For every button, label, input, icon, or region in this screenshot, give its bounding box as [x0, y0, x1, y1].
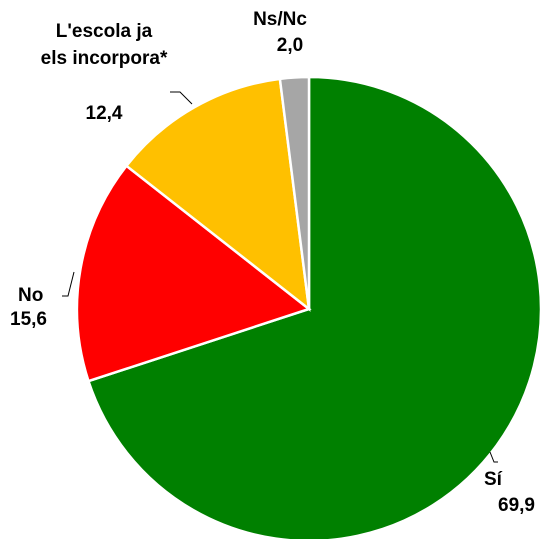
slice-name: Sí — [484, 469, 502, 490]
slice-name: Ns/Nc — [253, 9, 307, 30]
slice-value: 15,6 — [10, 309, 47, 330]
pie-slice — [124, 77, 311, 312]
pie-slice — [75, 164, 312, 383]
slice-value: 12,4 — [85, 103, 123, 124]
leader-line — [489, 451, 498, 463]
pie-slice — [278, 75, 311, 310]
leader-line — [170, 91, 193, 105]
slice-value: 2,0 — [276, 35, 304, 56]
leader-line — [62, 271, 75, 297]
slice-value: 69,9 — [498, 495, 535, 516]
pie-slice — [86, 75, 543, 539]
slice-name: L'escola ja els incorpora* — [40, 21, 168, 69]
slice-name: No — [18, 285, 44, 306]
leader-lines — [62, 91, 498, 463]
